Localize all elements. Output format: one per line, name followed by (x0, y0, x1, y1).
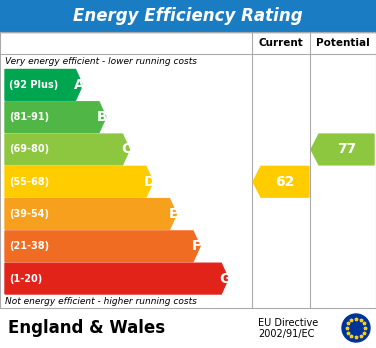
Text: (55-68): (55-68) (9, 177, 49, 187)
Text: F: F (192, 239, 201, 253)
Text: Very energy efficient - lower running costs: Very energy efficient - lower running co… (5, 56, 197, 65)
Polygon shape (5, 199, 176, 229)
Text: (69-80): (69-80) (9, 144, 49, 155)
Text: Current: Current (259, 38, 303, 48)
Text: (39-54): (39-54) (9, 209, 49, 219)
Text: (81-91): (81-91) (9, 112, 49, 122)
Polygon shape (5, 70, 82, 100)
Text: (21-38): (21-38) (9, 241, 49, 251)
Text: D: D (144, 175, 155, 189)
Polygon shape (5, 166, 153, 197)
Text: EU Directive: EU Directive (258, 317, 318, 327)
Polygon shape (5, 134, 129, 165)
Polygon shape (311, 134, 374, 165)
Text: G: G (219, 271, 230, 286)
Bar (0, 0, 376, 32)
Text: Not energy efficient - higher running costs: Not energy efficient - higher running co… (5, 296, 197, 306)
Text: Potential: Potential (316, 38, 370, 48)
Text: B: B (97, 110, 108, 124)
Text: 62: 62 (275, 175, 295, 189)
Text: C: C (121, 142, 131, 157)
Text: 2002/91/EC: 2002/91/EC (258, 329, 314, 339)
Polygon shape (5, 231, 200, 262)
Polygon shape (253, 166, 309, 197)
Circle shape (342, 314, 370, 342)
Polygon shape (5, 263, 228, 294)
Text: England & Wales: England & Wales (8, 319, 165, 337)
Text: (1-20): (1-20) (9, 274, 42, 284)
Text: Energy Efficiency Rating: Energy Efficiency Rating (73, 7, 303, 25)
Text: 77: 77 (337, 142, 356, 157)
Text: E: E (168, 207, 178, 221)
Polygon shape (5, 102, 106, 133)
Text: A: A (74, 78, 84, 92)
Text: (92 Plus): (92 Plus) (9, 80, 58, 90)
